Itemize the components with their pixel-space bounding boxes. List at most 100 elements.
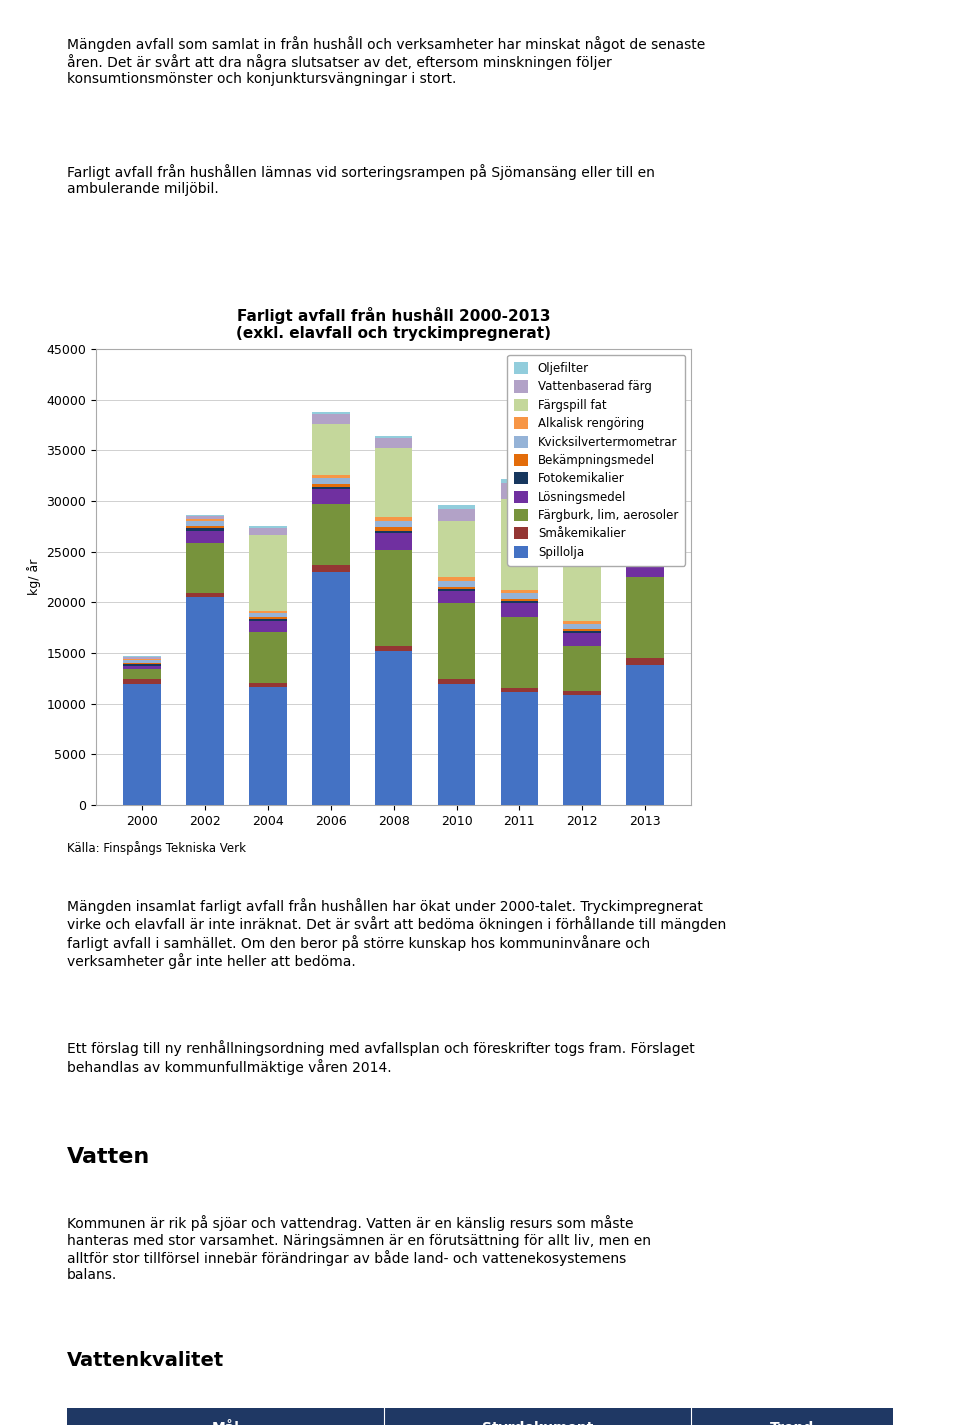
Bar bbox=[626, 559, 664, 561]
Text: Farligt avfall från hushållen lämnas vid sorteringsrampen på Sjömansäng eller ti: Farligt avfall från hushållen lämnas vid… bbox=[67, 164, 655, 197]
Bar bbox=[249, 687, 287, 805]
Text: Ett förslag till ny renhållningsordning med avfallsplan och föreskrifter togs fr: Ett förslag till ny renhållningsordning … bbox=[67, 1040, 695, 1074]
Bar bbox=[626, 499, 664, 513]
Bar bbox=[374, 449, 413, 517]
Bar bbox=[249, 526, 287, 529]
Bar bbox=[374, 436, 413, 439]
Text: Mängden insamlat farligt avfall från hushållen har ökat under 2000-talet. Trycki: Mängden insamlat farligt avfall från hus… bbox=[67, 898, 727, 969]
Y-axis label: kg/ år: kg/ år bbox=[27, 559, 41, 596]
Bar bbox=[438, 522, 475, 577]
Bar bbox=[438, 680, 475, 684]
Bar bbox=[186, 526, 224, 529]
Bar bbox=[564, 646, 601, 691]
Bar bbox=[249, 621, 287, 631]
Bar bbox=[374, 517, 413, 522]
Bar bbox=[500, 590, 539, 593]
Bar bbox=[374, 527, 413, 530]
Bar bbox=[626, 549, 664, 553]
Bar bbox=[123, 684, 161, 805]
Bar bbox=[249, 610, 287, 613]
Bar bbox=[249, 683, 287, 687]
Text: Vattenkvalitet: Vattenkvalitet bbox=[67, 1351, 225, 1369]
Bar bbox=[438, 509, 475, 522]
Bar bbox=[564, 524, 601, 621]
Bar bbox=[249, 613, 287, 617]
Bar bbox=[186, 597, 224, 805]
Bar bbox=[438, 577, 475, 581]
Bar bbox=[312, 415, 349, 425]
Bar bbox=[312, 425, 349, 475]
Title: Farligt avfall från hushåll 2000-2013
(exkl. elavfall och tryckimpregnerat): Farligt avfall från hushåll 2000-2013 (e… bbox=[236, 306, 551, 341]
Text: Kommunen är rik på sjöar och vattendrag. Vatten är en känslig resurs som måste
h: Kommunen är rik på sjöar och vattendrag.… bbox=[67, 1216, 651, 1282]
Bar bbox=[374, 651, 413, 805]
Bar bbox=[123, 657, 161, 660]
Bar bbox=[626, 513, 664, 549]
Bar bbox=[500, 593, 539, 598]
Bar bbox=[374, 550, 413, 646]
Bar bbox=[564, 630, 601, 631]
Bar bbox=[500, 483, 539, 499]
Bar bbox=[438, 684, 475, 805]
Text: Mängden avfall som samlat in från hushåll och verksamheter har minskat något de : Mängden avfall som samlat in från hushål… bbox=[67, 36, 706, 87]
Bar bbox=[500, 598, 539, 601]
Bar bbox=[438, 581, 475, 587]
Bar bbox=[123, 667, 161, 670]
Bar bbox=[438, 590, 475, 591]
Bar bbox=[186, 543, 224, 593]
Bar bbox=[626, 658, 664, 665]
Bar bbox=[438, 506, 475, 509]
Bar bbox=[564, 513, 601, 524]
Bar bbox=[249, 631, 287, 683]
Bar bbox=[312, 571, 349, 805]
Bar bbox=[312, 487, 349, 489]
Text: Mål: Mål bbox=[211, 1421, 240, 1425]
Bar bbox=[249, 617, 287, 618]
Text: Styrdokument: Styrdokument bbox=[482, 1421, 593, 1425]
Bar bbox=[500, 601, 539, 603]
Bar bbox=[123, 680, 161, 684]
Bar bbox=[312, 477, 349, 485]
Bar bbox=[186, 529, 224, 530]
Bar bbox=[500, 603, 539, 617]
Bar bbox=[500, 691, 539, 805]
Bar bbox=[564, 624, 601, 630]
Bar bbox=[249, 618, 287, 621]
Bar bbox=[374, 646, 413, 651]
Bar bbox=[312, 475, 349, 477]
Text: Vatten: Vatten bbox=[67, 1147, 151, 1167]
Bar bbox=[186, 530, 224, 543]
Bar bbox=[626, 494, 664, 499]
Bar bbox=[374, 533, 413, 550]
Bar bbox=[564, 694, 601, 805]
Bar bbox=[374, 522, 413, 527]
Bar bbox=[123, 664, 161, 667]
Bar bbox=[626, 563, 664, 577]
Bar bbox=[438, 587, 475, 590]
Text: Trend: Trend bbox=[770, 1421, 814, 1425]
Bar bbox=[123, 660, 161, 663]
Bar bbox=[186, 519, 224, 522]
Bar bbox=[374, 439, 413, 449]
Legend: Oljefilter, Vattenbaserad färg, Färgspill fat, Alkalisk rengöring, Kvicksilverte: Oljefilter, Vattenbaserad färg, Färgspil… bbox=[507, 355, 685, 566]
Bar bbox=[500, 479, 539, 483]
Bar bbox=[564, 631, 601, 633]
Bar bbox=[186, 593, 224, 597]
Bar bbox=[500, 688, 539, 691]
Bar bbox=[312, 504, 349, 564]
Bar bbox=[500, 617, 539, 688]
Bar bbox=[564, 691, 601, 694]
Bar bbox=[564, 621, 601, 624]
Bar bbox=[249, 529, 287, 534]
Bar bbox=[312, 485, 349, 487]
Bar bbox=[312, 564, 349, 571]
Bar bbox=[123, 670, 161, 680]
Bar bbox=[249, 534, 287, 610]
Text: Källa: Finspångs Tekniska Verk: Källa: Finspångs Tekniska Verk bbox=[67, 841, 246, 855]
Bar bbox=[626, 577, 664, 658]
Bar bbox=[312, 489, 349, 504]
Bar bbox=[374, 530, 413, 533]
Bar bbox=[186, 516, 224, 519]
Bar bbox=[626, 665, 664, 805]
Bar bbox=[564, 633, 601, 646]
Bar bbox=[626, 561, 664, 563]
